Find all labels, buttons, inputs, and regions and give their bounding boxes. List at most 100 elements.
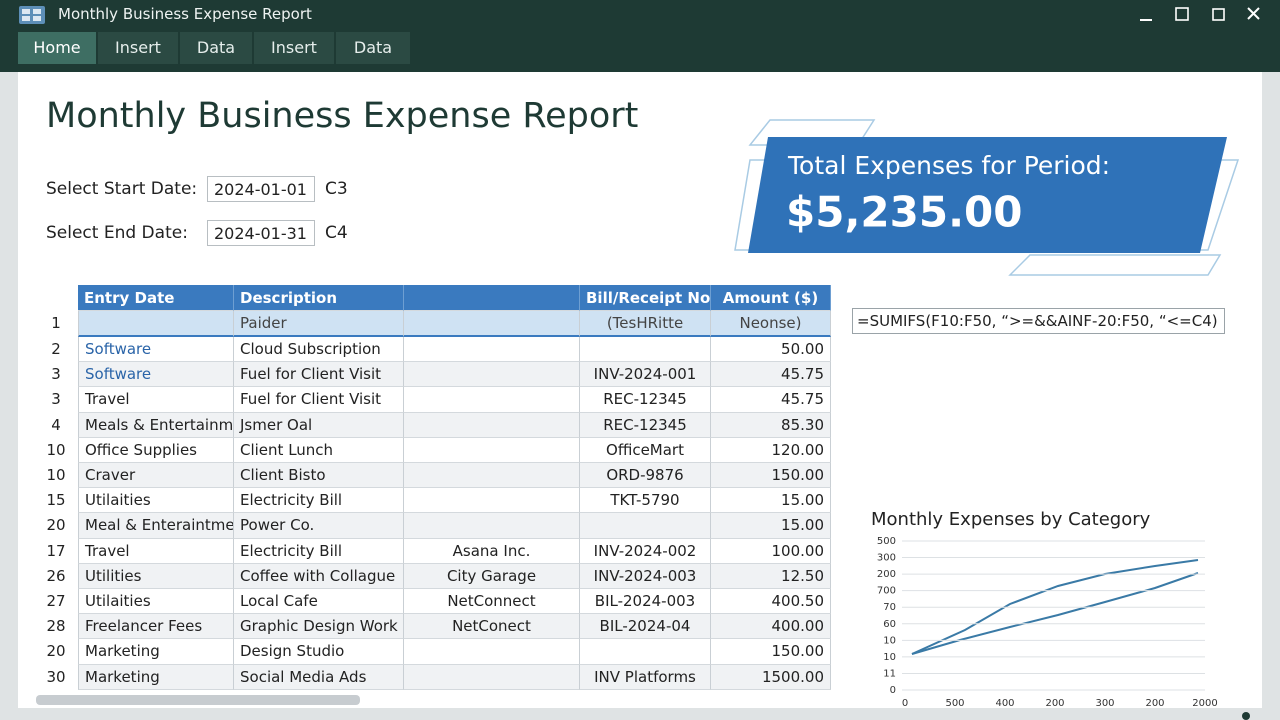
- tab[interactable]: Data: [180, 32, 252, 64]
- table-cell[interactable]: NetConnect: [404, 589, 580, 615]
- row-number: 1: [51, 314, 61, 332]
- table-cell[interactable]: INV-2024-002: [580, 538, 711, 564]
- table-cell[interactable]: NetConect: [404, 614, 580, 640]
- table-cell[interactable]: Utilaities: [78, 488, 234, 514]
- table-cell[interactable]: 85.30: [711, 412, 831, 438]
- table-cell[interactable]: City Garage: [404, 563, 580, 589]
- table-cell[interactable]: [404, 437, 580, 463]
- table-cell[interactable]: [404, 639, 580, 665]
- table-cell[interactable]: [404, 513, 580, 539]
- table-cell[interactable]: Meal & Enteraintment: [78, 513, 234, 539]
- table-cell[interactable]: [404, 488, 580, 514]
- table-cell[interactable]: Software: [78, 337, 234, 363]
- table-cell[interactable]: Social Media Ads: [234, 664, 404, 690]
- row-number: 10: [46, 466, 66, 484]
- end-input[interactable]: 2024-01-31: [207, 220, 315, 246]
- table-cell[interactable]: Craver: [78, 463, 234, 489]
- table-cell[interactable]: 1500.00: [711, 664, 831, 690]
- table-cell[interactable]: Coffee with Collague: [234, 563, 404, 589]
- table-cell[interactable]: INV-2024-001: [580, 362, 711, 388]
- table-cell[interactable]: 45.75: [711, 387, 831, 413]
- table-cell[interactable]: Travel: [78, 538, 234, 564]
- table-cell[interactable]: [404, 362, 580, 388]
- table-cell[interactable]: Meals & Entertainment: [78, 412, 234, 438]
- table-cell[interactable]: Fuel for Client Visit: [234, 362, 404, 388]
- formula-box[interactable]: =SUMIFS(F10:F50, “>=&&AINF-20:F50, “<=C4…: [852, 308, 1225, 334]
- table-cell[interactable]: Local Cafe: [234, 589, 404, 615]
- table-cell[interactable]: [404, 387, 580, 413]
- y-tick-label: 70: [883, 602, 896, 613]
- table-cell[interactable]: ORD-9876: [580, 463, 711, 489]
- x-tick-label: 2000: [1192, 698, 1217, 709]
- table-cell[interactable]: [404, 664, 580, 690]
- table-cell[interactable]: [404, 311, 580, 337]
- table-cell[interactable]: Power Co.: [234, 513, 404, 539]
- table-cell[interactable]: Electricity Bill: [234, 488, 404, 514]
- table-cell[interactable]: INV-2024-003: [580, 563, 711, 589]
- table-cell[interactable]: 400.00: [711, 614, 831, 640]
- table-cell[interactable]: Client Lunch: [234, 437, 404, 463]
- table-cell[interactable]: OfficeMart: [580, 437, 711, 463]
- table-cell[interactable]: Fuel for Client Visit: [234, 387, 404, 413]
- table-cell[interactable]: Software: [78, 362, 234, 388]
- table-cell[interactable]: Utilaities: [78, 589, 234, 615]
- table-cell[interactable]: Utilities: [78, 563, 234, 589]
- maximize[interactable]: [1212, 8, 1225, 21]
- table-cell[interactable]: 150.00: [711, 463, 831, 489]
- table-cell[interactable]: REC-12345: [580, 412, 711, 438]
- close[interactable]: [1247, 7, 1260, 20]
- tab[interactable]: Data: [336, 32, 410, 64]
- table-cell[interactable]: Neonse): [711, 311, 831, 337]
- table-cell[interactable]: Design Studio: [234, 639, 404, 665]
- table-cell[interactable]: Graphic Design Work: [234, 614, 404, 640]
- table-cell[interactable]: Freelancer Fees: [78, 614, 234, 640]
- table-cell[interactable]: 45.75: [711, 362, 831, 388]
- table-cell[interactable]: 400.50: [711, 589, 831, 615]
- table-cell[interactable]: 12.50: [711, 563, 831, 589]
- x-tick-label: 200: [1145, 698, 1164, 709]
- tile[interactable]: [1175, 7, 1189, 21]
- table-cell[interactable]: Jsmer Oal: [234, 412, 404, 438]
- table-cell[interactable]: Asana Inc.: [404, 538, 580, 564]
- tab[interactable]: Insert: [254, 32, 334, 64]
- table-cell[interactable]: [580, 513, 711, 539]
- table-cell[interactable]: 15.00: [711, 488, 831, 514]
- column-header: Bill/Receipt No.: [580, 285, 711, 311]
- table-cell[interactable]: [404, 412, 580, 438]
- table-cell[interactable]: [404, 337, 580, 363]
- table-cell[interactable]: 50.00: [711, 337, 831, 363]
- table-cell[interactable]: 15.00: [711, 513, 831, 539]
- table-cell[interactable]: Marketing: [78, 664, 234, 690]
- table-cell[interactable]: INV Platforms: [580, 664, 711, 690]
- table-cell[interactable]: [78, 311, 234, 337]
- table-cell[interactable]: Cloud Subscription: [234, 337, 404, 363]
- row-number: 2: [51, 340, 61, 358]
- table-cell[interactable]: Travel: [78, 387, 234, 413]
- row-number: 10: [46, 440, 66, 459]
- table-cell[interactable]: Paider: [234, 311, 404, 337]
- start-input[interactable]: 2024-01-01: [207, 176, 315, 202]
- table-cell[interactable]: Marketing: [78, 639, 234, 665]
- table-cell[interactable]: [580, 337, 711, 363]
- table-cell[interactable]: BIL-2024-04: [580, 614, 711, 640]
- table-cell[interactable]: [404, 463, 580, 489]
- row-number: 4: [51, 415, 61, 434]
- table-cell[interactable]: TKT-5790: [580, 488, 711, 514]
- table-cell[interactable]: 120.00: [711, 437, 831, 463]
- table-cell[interactable]: (TesHRitte: [580, 311, 711, 337]
- column-header: Amount ($): [711, 285, 831, 311]
- table-cell[interactable]: Office Supplies: [78, 437, 234, 463]
- scrollbar[interactable]: [36, 695, 360, 705]
- row-number: 27: [46, 592, 66, 610]
- table-cell[interactable]: 150.00: [711, 639, 831, 665]
- y-tick-label: 500: [877, 536, 896, 547]
- table-cell[interactable]: Client Bisto: [234, 463, 404, 489]
- table-cell[interactable]: [580, 639, 711, 665]
- table-cell[interactable]: BIL-2024-003: [580, 589, 711, 615]
- tab[interactable]: Insert: [98, 32, 178, 64]
- table-cell[interactable]: REC-12345: [580, 387, 711, 413]
- tab[interactable]: Home: [18, 32, 96, 64]
- y-tick-label: 200: [877, 569, 896, 580]
- table-cell[interactable]: Electricity Bill: [234, 538, 404, 564]
- table-cell[interactable]: 100.00: [711, 538, 831, 564]
